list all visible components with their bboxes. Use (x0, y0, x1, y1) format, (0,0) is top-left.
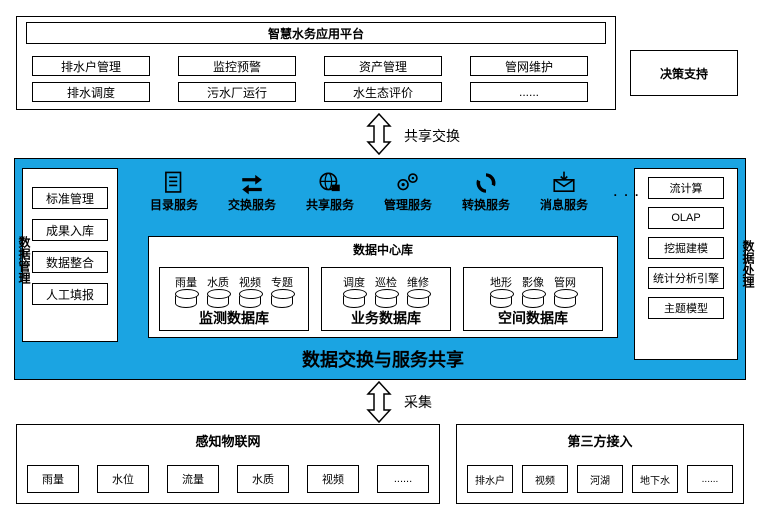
item: 地下水 (632, 465, 678, 493)
swap-icon (237, 170, 267, 196)
globe-icon (315, 170, 345, 196)
top-title: 智慧水务应用平台 (26, 22, 606, 44)
left-vlabel: 数据管理 (16, 236, 33, 284)
bottom-right-title: 第三方接入 (457, 431, 743, 450)
services-more: . . . (612, 170, 642, 213)
arrow-collect-icon (362, 380, 396, 424)
db-box: 地形 影像 管网 空间数据库 (463, 267, 603, 331)
inbox-icon (549, 170, 579, 196)
datacenter-frame: 数据中心库 雨量 水质 视频 专题 监测数据库 调度 巡检 维修 业务数据库 地… (148, 236, 618, 338)
item: 主题模型 (648, 297, 724, 319)
datacenter-title: 数据中心库 (149, 241, 617, 258)
item: 水生态评价 (324, 82, 442, 102)
item: 资产管理 (324, 56, 442, 76)
item: 视频 (522, 465, 568, 493)
arrow-share-icon (362, 112, 396, 156)
item: 数据整合 (32, 251, 108, 273)
item: OLAP (648, 207, 724, 229)
item: 排水户 (467, 465, 513, 493)
left-column: 标准管理 成果入库 数据整合 人工填报 (22, 168, 118, 342)
arrow-label-collect: 采集 (404, 392, 432, 412)
db-box: 雨量 水质 视频 专题 监测数据库 (159, 267, 309, 331)
item: 雨量 (27, 465, 79, 493)
db-box: 调度 巡检 维修 业务数据库 (321, 267, 451, 331)
item: 挖掘建模 (648, 237, 724, 259)
right-vlabel: 数据处理 (740, 240, 757, 288)
service-item: 共享服务 (300, 170, 360, 213)
item: 水质 (237, 465, 289, 493)
top-row-b: 排水调度 污水厂运行 水生态评价 ...... (32, 82, 588, 102)
right-column: 流计算 OLAP 挖掘建模 统计分析引擎 主题模型 (634, 168, 738, 360)
item: 标准管理 (32, 187, 108, 209)
service-item: 消息服务 (534, 170, 594, 213)
doc-icon (159, 170, 189, 196)
bottom-left-title: 感知物联网 (17, 431, 439, 450)
bottom-left-frame: 感知物联网 雨量 水位 流量 水质 视频 ...... (16, 424, 440, 504)
item: 排水调度 (32, 82, 150, 102)
cycle-icon (471, 170, 501, 196)
item: 人工填报 (32, 283, 108, 305)
item: 统计分析引擎 (648, 267, 724, 289)
service-item: 转换服务 (456, 170, 516, 213)
item: 排水户管理 (32, 56, 150, 76)
item: 成果入库 (32, 219, 108, 241)
arrow-label-share: 共享交换 (404, 126, 460, 146)
item: 污水厂运行 (178, 82, 296, 102)
item: ...... (377, 465, 429, 493)
item: 流计算 (648, 177, 724, 199)
item: 管网维护 (470, 56, 588, 76)
service-item: 交换服务 (222, 170, 282, 213)
item: ...... (470, 82, 588, 102)
item: 河湖 (577, 465, 623, 493)
item: 视频 (307, 465, 359, 493)
services-row: 目录服务 交换服务 共享服务 管理服务 转换服务 消息服务 . . . (144, 170, 642, 213)
item: 流量 (167, 465, 219, 493)
decision-box: 决策支持 (630, 50, 738, 96)
gears-icon (393, 170, 423, 196)
bottom-right-frame: 第三方接入 排水户 视频 河湖 地下水 ...... (456, 424, 744, 504)
service-item: 目录服务 (144, 170, 204, 213)
item: ...... (687, 465, 733, 493)
mid-title: 数据交换与服务共享 (148, 346, 618, 372)
item: 监控预警 (178, 56, 296, 76)
top-row-a: 排水户管理 监控预警 资产管理 管网维护 (32, 56, 588, 76)
item: 水位 (97, 465, 149, 493)
service-item: 管理服务 (378, 170, 438, 213)
